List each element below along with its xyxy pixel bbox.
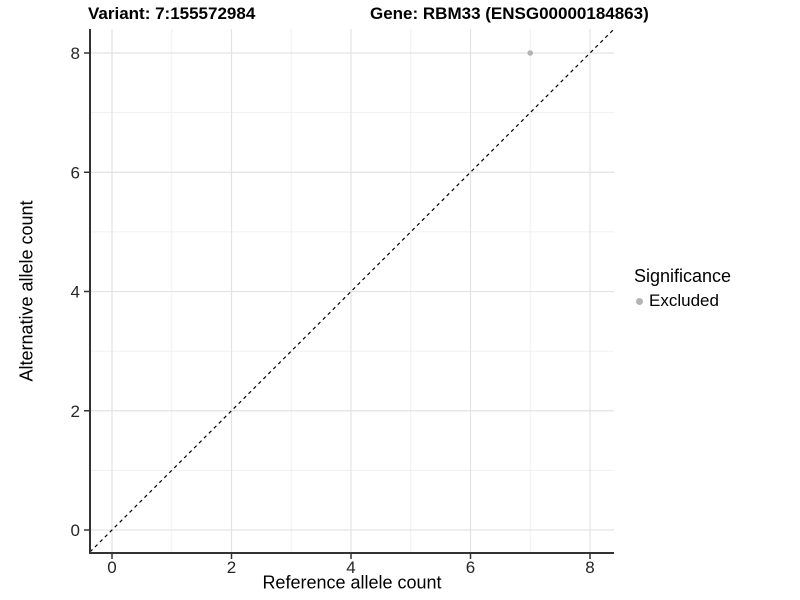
legend-entry-label: Excluded	[649, 291, 719, 310]
y-tick-label: 8	[71, 44, 80, 63]
plot-title-gene: Gene: RBM33 (ENSG00000184863)	[370, 4, 649, 23]
data-point	[527, 50, 534, 56]
legend: Significance Excluded	[634, 266, 731, 311]
plot-title-variant: Variant: 7:155572984	[88, 4, 256, 23]
y-axis-title: Alternative allele count	[16, 200, 37, 382]
identity-dashed-line	[89, 28, 615, 553]
x-tick-label: 4	[346, 558, 355, 577]
x-axis-title: Reference allele count	[262, 572, 442, 593]
y-tick-label: 6	[71, 163, 80, 182]
legend-entry: Excluded	[634, 291, 731, 311]
y-tick-label: 2	[71, 402, 80, 421]
x-tick-label: 6	[466, 558, 475, 577]
x-tick-label: 0	[107, 558, 116, 577]
x-tick-label: 2	[227, 558, 236, 577]
y-tick-label: 4	[71, 283, 80, 302]
x-tick-label: 8	[585, 558, 594, 577]
legend-point-icon	[636, 297, 643, 305]
legend-title: Significance	[634, 266, 732, 286]
y-tick-label: 0	[71, 521, 80, 540]
